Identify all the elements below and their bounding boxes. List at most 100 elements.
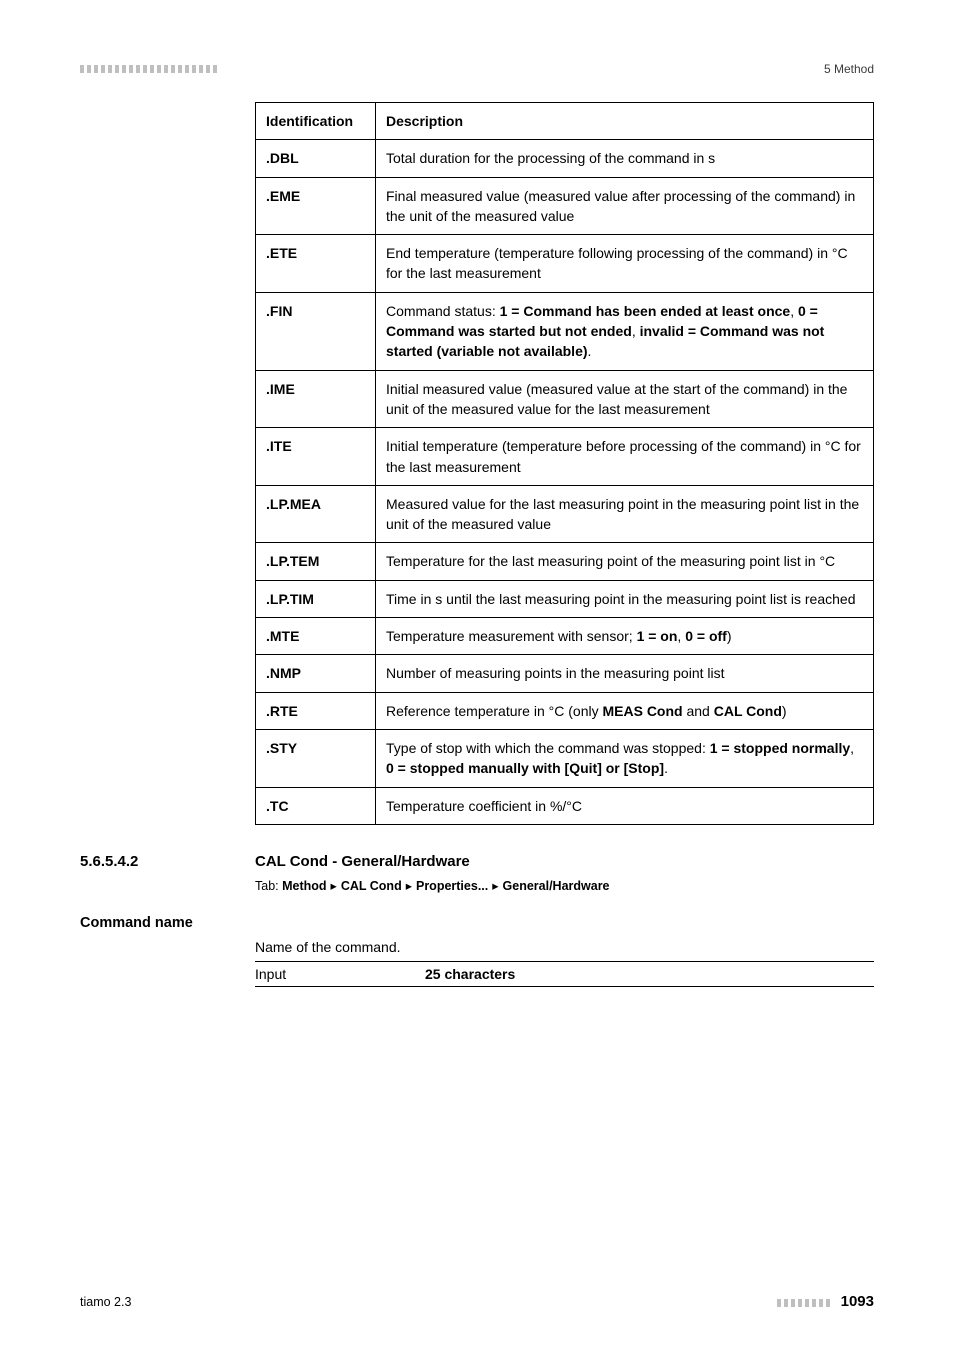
desc-text: Reference temperature in °C (only <box>386 703 602 719</box>
desc-text: Measured value for the last measuring po… <box>386 496 859 532</box>
cell-identification: .ETE <box>256 235 376 293</box>
table-row: .IME Initial measured value (measured val… <box>256 370 874 428</box>
cell-description: Temperature measurement with sensor; 1 =… <box>376 618 874 655</box>
table-row: .EME Final measured value (measured value… <box>256 177 874 235</box>
desc-text: Number of measuring points in the measur… <box>386 665 725 681</box>
breadcrumb-item: Properties... <box>416 879 488 893</box>
subsection-heading: 5.6.5.4.2 CAL Cond - General/Hardware <box>80 853 874 870</box>
breadcrumb: Tab: Method ▸ CAL Cond ▸ Properties... ▸ Gener… <box>255 878 874 893</box>
cell-identification: .ITE <box>256 428 376 486</box>
table-row: .RTEReference temperature in °C (only ME… <box>256 692 874 729</box>
col-header-description: Description <box>376 103 874 140</box>
desc-text: , <box>632 323 640 339</box>
header-stripe <box>80 65 220 73</box>
breadcrumb-item: General/Hardware <box>503 879 610 893</box>
table-row: .ITE Initial temperature (temperature bef… <box>256 428 874 486</box>
desc-text: End temperature (temperature following p… <box>386 245 848 281</box>
table-row: .ETE End temperature (temperature followi… <box>256 235 874 293</box>
breadcrumb-item: Method <box>282 879 326 893</box>
desc-text: ) <box>727 628 732 644</box>
param-input-row: Input 25 characters <box>255 961 874 987</box>
desc-text: . <box>664 760 668 776</box>
footer-stripe <box>777 1299 833 1307</box>
desc-text: Initial measured value (measured value a… <box>386 381 847 417</box>
desc-text: Time in s until the last measuring point… <box>386 591 856 607</box>
cell-description: Reference temperature in °C (only MEAS C… <box>376 692 874 729</box>
cell-identification: .STY <box>256 729 376 787</box>
footer-right: 1093 <box>777 1293 874 1310</box>
table-header-row: Identification Description <box>256 103 874 140</box>
table-row: .STY Type of stop with which the command … <box>256 729 874 787</box>
desc-text: CAL Cond <box>714 703 782 719</box>
desc-text: Temperature coefficient in %/°C <box>386 798 582 814</box>
param-desc: Name of the command. <box>255 939 874 955</box>
desc-text: Command status: <box>386 303 500 319</box>
section-label: 5 Method <box>824 62 874 76</box>
param-name: Command name <box>80 915 874 931</box>
table-row: .LP.TEM Temperature for the last measurin… <box>256 543 874 580</box>
desc-text: Type of stop with which the command was … <box>386 740 710 756</box>
table-row: .DBL Total duration for the processing of… <box>256 140 874 177</box>
page-header: 5 Method <box>80 62 874 76</box>
desc-text: 1 = Command has been ended at least once <box>500 303 791 319</box>
table-row: .LP.MEA Measured value for the last measu… <box>256 485 874 543</box>
footer-product: tiamo 2.3 <box>80 1295 131 1309</box>
cell-identification: .NMP <box>256 655 376 692</box>
cell-description: Final measured value (measured value aft… <box>376 177 874 235</box>
cell-identification: .FIN <box>256 292 376 370</box>
cell-identification: .LP.TEM <box>256 543 376 580</box>
col-header-identification: Identification <box>256 103 376 140</box>
desc-text: Temperature measurement with sensor; <box>386 628 637 644</box>
page: 5 Method Identification Description .DBL… <box>0 0 954 1350</box>
table-row: .LP.TIM Time in s until the last measurin… <box>256 580 874 617</box>
param-input-label: Input <box>255 966 425 982</box>
table-row: .MTETemperature measurement with sensor;… <box>256 618 874 655</box>
desc-text: 0 = stopped manually with [Quit] or [Sto… <box>386 760 664 776</box>
breadcrumb-item: CAL Cond <box>341 879 402 893</box>
cell-description: Type of stop with which the command was … <box>376 729 874 787</box>
table-row: .NMP Number of measuring points in the me… <box>256 655 874 692</box>
identification-table: Identification Description .DBL Total dur… <box>255 102 874 825</box>
cell-description: Temperature coefficient in %/°C <box>376 787 874 824</box>
cell-description: Initial temperature (temperature before … <box>376 428 874 486</box>
cell-description: Command status: 1 = Command has been end… <box>376 292 874 370</box>
cell-description: Time in s until the last measuring point… <box>376 580 874 617</box>
cell-description: Measured value for the last measuring po… <box>376 485 874 543</box>
subsection-number: 5.6.5.4.2 <box>80 853 255 870</box>
cell-identification: .IME <box>256 370 376 428</box>
cell-description: Initial measured value (measured value a… <box>376 370 874 428</box>
content-column: Identification Description .DBL Total dur… <box>255 102 874 987</box>
breadcrumb-prefix: Tab: <box>255 879 282 893</box>
desc-text: and <box>683 703 714 719</box>
breadcrumb-separator-icon: ▸ <box>331 878 337 893</box>
cell-description: Temperature for the last measuring point… <box>376 543 874 580</box>
desc-text: , <box>850 740 854 756</box>
desc-text: Total duration for the processing of the… <box>386 150 715 166</box>
cell-identification: .TC <box>256 787 376 824</box>
cell-identification: .LP.TIM <box>256 580 376 617</box>
desc-text: , <box>790 303 798 319</box>
cell-description: Total duration for the processing of the… <box>376 140 874 177</box>
page-footer: tiamo 2.3 1093 <box>80 1293 874 1310</box>
cell-identification: .MTE <box>256 618 376 655</box>
cell-description: Number of measuring points in the measur… <box>376 655 874 692</box>
cell-identification: .RTE <box>256 692 376 729</box>
desc-text: . <box>588 343 592 359</box>
desc-text: MEAS Cond <box>602 703 682 719</box>
cell-identification: .LP.MEA <box>256 485 376 543</box>
cell-description: End temperature (temperature following p… <box>376 235 874 293</box>
page-number: 1093 <box>841 1293 874 1310</box>
desc-text: ) <box>782 703 787 719</box>
desc-text: Final measured value (measured value aft… <box>386 188 855 224</box>
cell-identification: .EME <box>256 177 376 235</box>
param-input-value: 25 characters <box>425 966 515 982</box>
desc-text: 1 = on <box>637 628 678 644</box>
desc-text: Temperature for the last measuring point… <box>386 553 835 569</box>
cell-identification: .DBL <box>256 140 376 177</box>
table-row: .TC Temperature coefficient in %/°C <box>256 787 874 824</box>
table-row: .FINCommand status: 1 = Command has been… <box>256 292 874 370</box>
desc-text: 1 = stopped normally <box>710 740 850 756</box>
desc-text: Initial temperature (temperature before … <box>386 438 861 474</box>
breadcrumb-separator-icon: ▸ <box>406 878 412 893</box>
breadcrumb-separator-icon: ▸ <box>492 878 498 893</box>
